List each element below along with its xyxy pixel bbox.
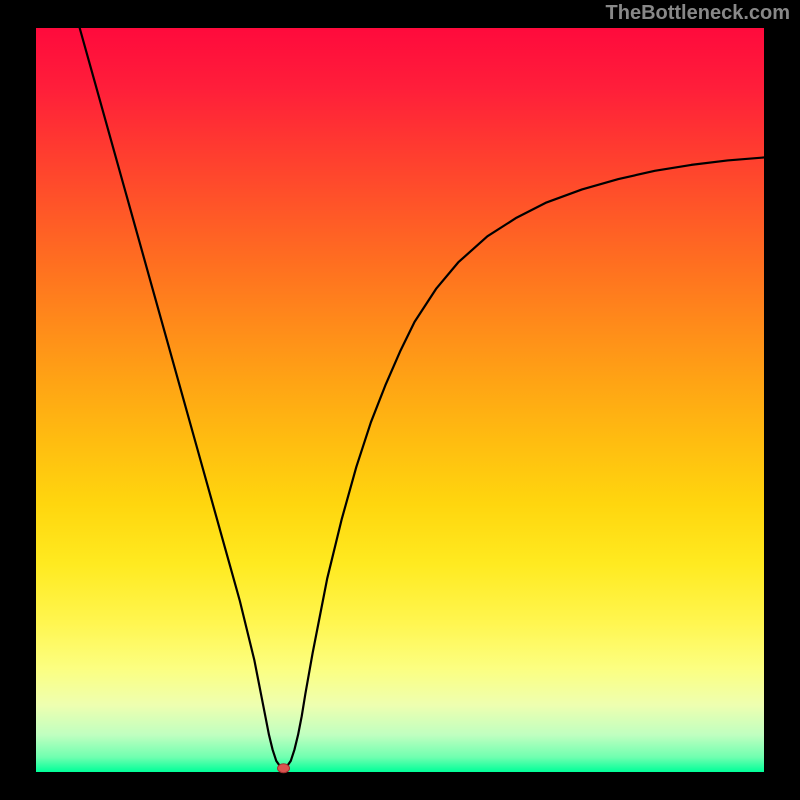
plot-background <box>36 28 764 772</box>
optimal-marker <box>278 764 290 773</box>
chart-container: TheBottleneck.com <box>0 0 800 800</box>
watermark-text: TheBottleneck.com <box>606 2 790 25</box>
chart-svg <box>0 0 800 800</box>
